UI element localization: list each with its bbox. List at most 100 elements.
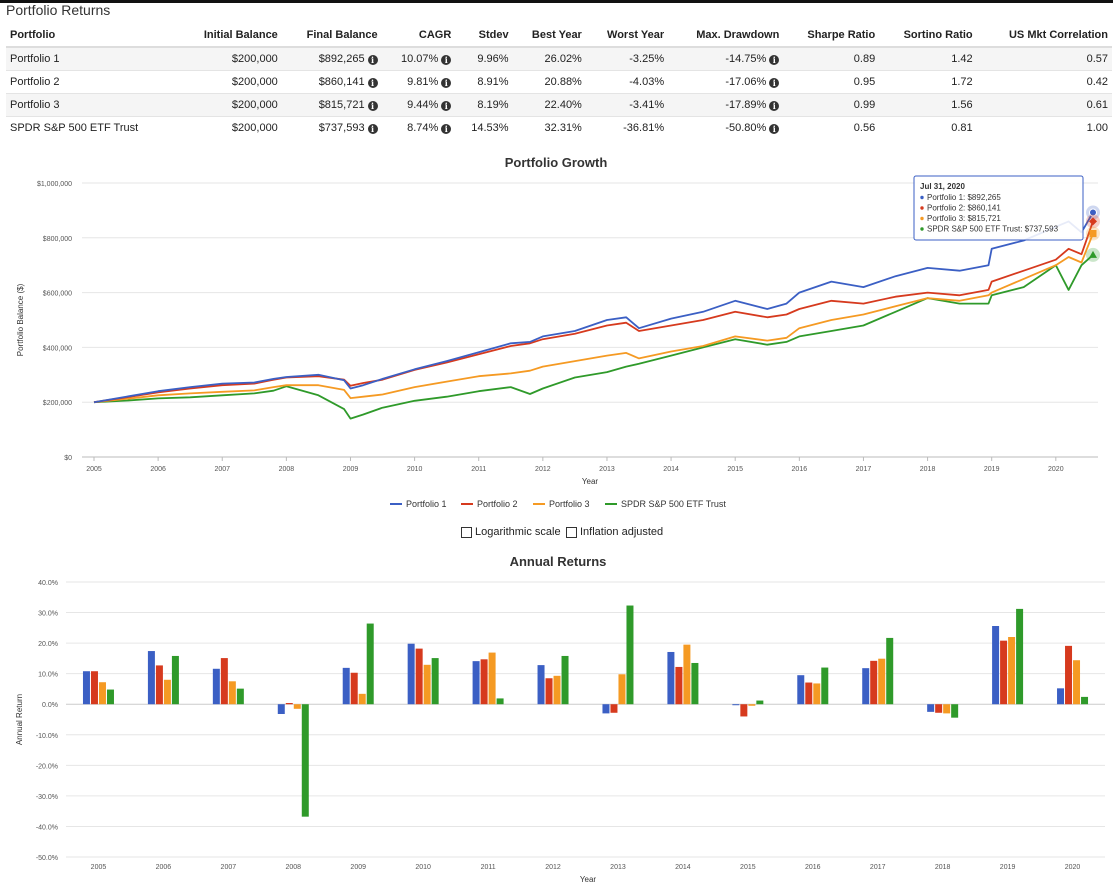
bar[interactable] [862, 668, 870, 705]
bar[interactable] [1081, 696, 1089, 705]
bar[interactable] [423, 664, 431, 705]
bar[interactable] [797, 675, 805, 705]
legend-spy[interactable]: SPDR S&P 500 ETF Trust [605, 499, 726, 509]
info-icon[interactable]: i [367, 101, 378, 111]
legend-portfolio-3[interactable]: Portfolio 3 [533, 499, 590, 509]
info-icon[interactable]: i [441, 124, 452, 134]
portfolio-growth-chart[interactable]: Portfolio Growth $0 $200,000 $400,000 $600,0… [0, 148, 1113, 493]
bar[interactable] [1008, 637, 1016, 705]
bar[interactable] [602, 704, 610, 714]
bar[interactable] [285, 703, 293, 705]
bar[interactable] [90, 671, 98, 705]
bar[interactable] [870, 660, 878, 705]
bar[interactable] [155, 665, 163, 705]
series-line-spdr-s-p-500-etf-trust[interactable] [93, 254, 1094, 420]
info-icon[interactable]: i [769, 55, 780, 65]
bar[interactable] [537, 665, 545, 705]
info-icon[interactable]: i [769, 78, 780, 88]
info-icon[interactable]: i [441, 101, 452, 111]
bar[interactable] [212, 668, 220, 705]
bar[interactable] [951, 704, 959, 718]
bar[interactable] [488, 652, 496, 705]
bar[interactable] [886, 637, 894, 705]
bar[interactable] [992, 626, 1000, 705]
bar[interactable] [1000, 640, 1008, 705]
bar[interactable] [407, 643, 415, 705]
bar[interactable] [691, 662, 699, 705]
col-sortino: Sortino Ratio [879, 24, 977, 48]
bar[interactable] [805, 682, 813, 705]
series-line-portfolio-1[interactable] [93, 212, 1094, 404]
end-marker[interactable] [1089, 217, 1097, 226]
end-marker[interactable] [1089, 250, 1097, 258]
bar[interactable] [147, 651, 155, 705]
info-icon[interactable]: i [367, 55, 378, 65]
series-line-portfolio-3[interactable] [93, 233, 1094, 404]
bar[interactable] [496, 698, 504, 705]
bar[interactable] [431, 658, 439, 705]
col-portfolio: Portfolio [6, 24, 179, 48]
bar[interactable] [106, 689, 114, 705]
bar[interactable] [163, 679, 171, 705]
bar[interactable] [610, 704, 618, 713]
legend-portfolio-1[interactable]: Portfolio 1 [390, 499, 447, 509]
bar[interactable] [1073, 660, 1081, 705]
bar[interactable] [748, 704, 756, 706]
annual-returns-chart[interactable]: Annual Returns -50.0% -40.0% -30.0% -20.0% -1… [0, 548, 1113, 889]
bar[interactable] [358, 693, 366, 705]
bar[interactable] [277, 704, 285, 714]
info-icon[interactable]: i [441, 55, 452, 65]
bar[interactable] [561, 655, 569, 705]
bar[interactable] [228, 681, 236, 705]
bar[interactable] [732, 704, 740, 706]
bar[interactable] [683, 644, 691, 705]
bar[interactable] [220, 658, 228, 705]
bar[interactable] [415, 648, 423, 705]
inflation-adjusted-toggle[interactable]: Inflation adjusted [566, 526, 663, 538]
bar[interactable] [1057, 688, 1065, 705]
bar[interactable] [553, 675, 561, 705]
info-icon[interactable]: i [769, 124, 780, 134]
bar[interactable] [293, 704, 301, 709]
bar[interactable] [301, 704, 309, 817]
bar[interactable] [821, 667, 829, 705]
checkbox-icon[interactable] [566, 526, 577, 538]
bar[interactable] [1065, 645, 1073, 705]
end-marker[interactable] [1089, 229, 1097, 237]
tooltip-date: Jul 31, 2020 [920, 182, 965, 191]
bar[interactable] [480, 659, 488, 705]
bar[interactable] [813, 683, 821, 705]
bar[interactable] [342, 667, 350, 705]
bar[interactable] [236, 688, 244, 705]
bar[interactable] [350, 672, 358, 705]
bar[interactable] [740, 704, 748, 717]
bar[interactable] [472, 661, 480, 705]
bar[interactable] [618, 674, 626, 705]
legend-label: Portfolio 3 [549, 499, 590, 509]
bar[interactable] [927, 704, 935, 712]
info-icon[interactable]: i [441, 78, 452, 88]
log-scale-toggle[interactable]: Logarithmic scale [461, 526, 561, 538]
bar[interactable] [667, 651, 675, 705]
info-icon[interactable]: i [769, 101, 780, 111]
bar[interactable] [935, 704, 943, 713]
info-icon[interactable]: i [367, 124, 378, 134]
bar[interactable] [98, 682, 106, 705]
x-tick-label: 2017 [856, 466, 872, 473]
bar[interactable] [756, 700, 764, 705]
end-marker[interactable] [1089, 208, 1097, 217]
stdev: 14.53% [455, 116, 513, 139]
bar[interactable] [545, 678, 553, 705]
legend-portfolio-2[interactable]: Portfolio 2 [461, 499, 518, 509]
checkbox-icon[interactable] [461, 526, 472, 538]
info-icon[interactable]: i [367, 78, 378, 88]
bar[interactable] [626, 605, 634, 705]
bar[interactable] [366, 623, 374, 705]
bar[interactable] [943, 704, 951, 714]
bar[interactable] [675, 666, 683, 705]
bar[interactable] [878, 658, 886, 705]
bar[interactable] [171, 655, 179, 705]
final-balance-cell: $860,141 i [281, 70, 382, 94]
bar[interactable] [1016, 608, 1024, 705]
bar[interactable] [82, 671, 90, 705]
